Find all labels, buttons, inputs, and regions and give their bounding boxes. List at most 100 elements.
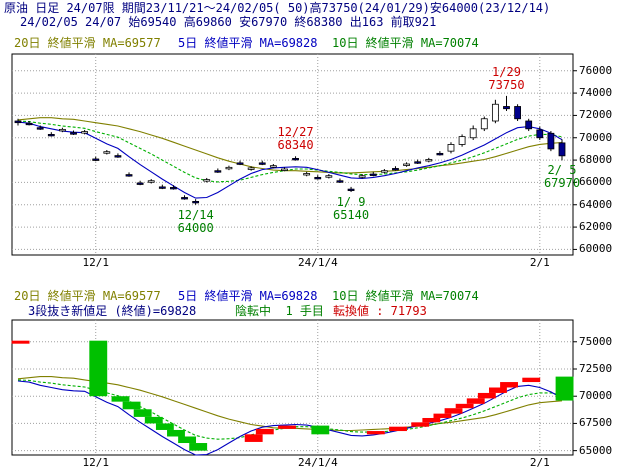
legend-ma10: 10日 終値平滑 MA=70074: [332, 36, 479, 50]
upper-ytick-label: 68000: [579, 153, 613, 167]
candle-body: [336, 180, 344, 183]
candle-body: [225, 166, 233, 170]
brick-up: [11, 340, 30, 344]
brick-up: [522, 377, 541, 383]
candle-body: [70, 132, 77, 135]
candle-body: [558, 142, 566, 157]
brick-down: [311, 425, 330, 435]
annotation-low: 1/ 9 65140: [332, 195, 370, 223]
legend-ma20-lower: 20日 終値平滑 MA=69577: [14, 289, 161, 303]
candle-body: [380, 170, 388, 173]
brick-up: [366, 431, 385, 435]
candle-body: [480, 118, 488, 130]
chart-title: 原油 日足 24/07限 期間23/11/21～24/02/05( 50)高73…: [4, 1, 551, 15]
upper-ytick-label: 72000: [579, 108, 613, 122]
legend-ma20: 20日 終値平滑 MA=69577: [14, 36, 161, 50]
lower-ma10-line: [17, 379, 563, 440]
brick-up: [244, 434, 263, 442]
candle-body: [503, 106, 510, 110]
candle-body: [392, 168, 399, 171]
candle-body: [325, 175, 333, 178]
annotation-low: 2/ 5 67970: [543, 163, 581, 191]
brick-down: [189, 443, 208, 451]
candle-body: [47, 133, 55, 137]
candle-body: [425, 159, 433, 162]
candle-body: [458, 136, 466, 145]
lower-xtick-label: 12/1: [82, 456, 110, 469]
candle-body: [203, 179, 211, 182]
candle-body: [447, 144, 455, 152]
brick-up: [444, 408, 463, 414]
series-ma5-line: [17, 121, 563, 199]
lower-xtick-label: 24/1/4: [297, 456, 338, 469]
kagi-info: 3段抜き新値足 (終値)=69828: [28, 304, 197, 318]
brick-down: [122, 401, 141, 410]
candle-body: [491, 103, 499, 122]
legend-ma5: 5日 終値平滑 MA=69828: [178, 36, 318, 50]
candle-body: [59, 128, 66, 132]
candle-body: [536, 129, 544, 139]
brick-down: [167, 429, 185, 437]
series-ma10-line: [17, 120, 563, 183]
brick-down: [89, 340, 108, 397]
candle-body: [514, 106, 521, 120]
kagi-switch-value: 転換値 : 71793: [333, 304, 427, 318]
brick-up: [477, 392, 496, 399]
candle-body: [258, 162, 266, 165]
brick-up: [255, 428, 274, 435]
upper-xtick-label: 12/1: [82, 256, 110, 269]
upper-ytick-label: 74000: [579, 86, 613, 100]
candle-body: [92, 158, 100, 161]
candle-body: [369, 173, 377, 176]
upper-plot-frame: [11, 53, 574, 256]
upper-xtick-label: 2/1: [529, 256, 550, 269]
candle-body: [525, 120, 533, 130]
candle-body: [269, 165, 277, 168]
candle-body: [181, 197, 188, 200]
annotation-high: 12/27 68340: [277, 125, 314, 153]
candle-body: [170, 187, 177, 190]
candle-body: [114, 155, 122, 158]
candle-body: [214, 170, 222, 173]
candle-body: [281, 168, 288, 171]
candle-body: [25, 122, 33, 126]
candle-body: [436, 152, 444, 156]
lower-ytick-label: 67500: [579, 416, 613, 430]
legend-ma10-lower: 10日 終値平滑 MA=70074: [332, 289, 479, 303]
brick-up: [433, 413, 452, 418]
candle-body: [103, 151, 111, 154]
ohlc-summary: 24/02/05 24/07 始69540 高69860 安67970 終683…: [20, 15, 437, 29]
brick-down: [555, 376, 574, 401]
lower-ma5-line: [17, 380, 563, 456]
annotation-high: 1/29 73750: [488, 64, 525, 92]
upper-ytick-label: 64000: [579, 197, 613, 211]
upper-ytick-label: 62000: [579, 220, 613, 234]
brick-down: [144, 416, 163, 424]
brick-up: [455, 403, 474, 409]
series-ma20-line: [17, 117, 563, 174]
candle-body: [414, 161, 422, 164]
candle-body: [236, 162, 244, 165]
candle-body: [469, 128, 477, 139]
upper-ytick-label: 70000: [579, 130, 613, 144]
candle-body: [14, 120, 22, 124]
legend-ma5-lower: 5日 終値平滑 MA=69828: [178, 289, 318, 303]
brick-up: [411, 422, 430, 427]
brick-up: [389, 426, 407, 432]
upper-ytick-label: 60000: [579, 242, 613, 256]
candle-body: [81, 131, 89, 134]
lower-ytick-label: 65000: [579, 443, 613, 457]
candle-body: [347, 188, 355, 192]
candle-body: [192, 200, 200, 204]
lower-ytick-label: 72500: [579, 361, 613, 375]
brick-down: [155, 423, 174, 430]
brick-down: [111, 396, 130, 402]
candle-body: [292, 158, 299, 161]
brick-down: [178, 436, 197, 444]
lower-ytick-label: 70000: [579, 389, 613, 403]
candle-body: [247, 167, 255, 170]
upper-xtick-label: 24/1/4: [297, 256, 338, 269]
candle-body: [125, 174, 133, 177]
brick-up: [500, 382, 518, 388]
